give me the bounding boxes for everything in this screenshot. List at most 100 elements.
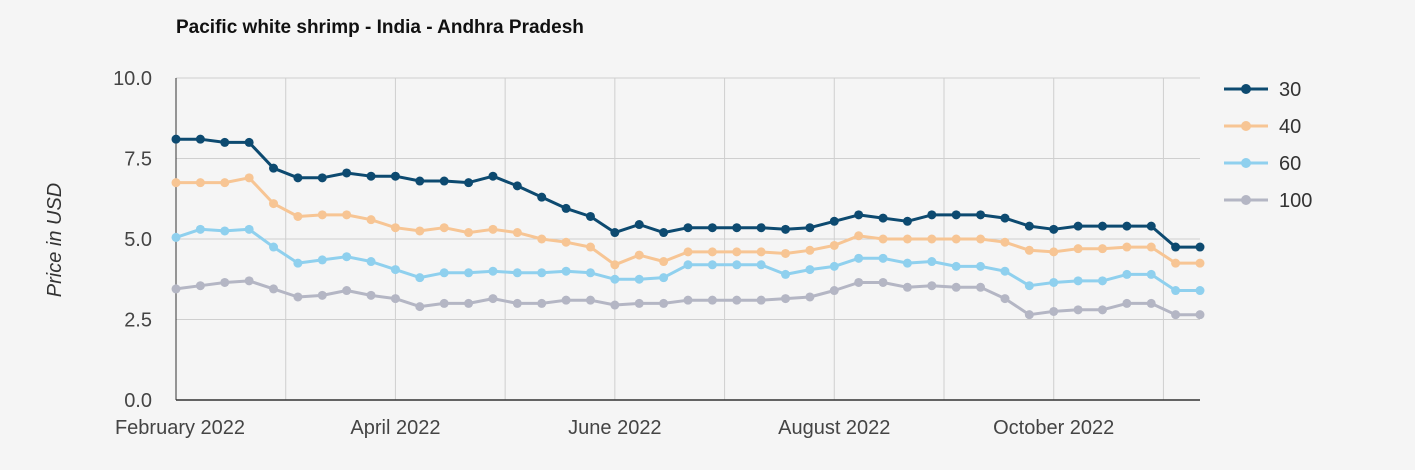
data-point-100[interactable] [1073,305,1083,315]
data-point-60[interactable] [220,226,230,236]
data-point-40[interactable] [1024,245,1034,255]
data-point-40[interactable] [220,178,230,188]
data-point-100[interactable] [585,295,595,305]
data-point-30[interactable] [1000,213,1010,223]
legend-item-60[interactable]: 60 [1224,153,1301,175]
legend-item-100[interactable]: 100 [1224,190,1312,212]
data-point-100[interactable] [171,284,181,294]
data-point-40[interactable] [1000,237,1010,247]
data-point-30[interactable] [878,213,888,223]
data-point-30[interactable] [1171,242,1181,252]
data-point-100[interactable] [805,292,815,302]
data-point-30[interactable] [854,210,864,220]
data-point-60[interactable] [415,273,425,283]
data-point-60[interactable] [537,268,547,278]
data-point-60[interactable] [561,266,571,276]
data-point-40[interactable] [1097,244,1107,254]
data-point-30[interactable] [366,171,376,181]
data-point-40[interactable] [805,245,815,255]
data-point-30[interactable] [342,168,352,178]
data-point-100[interactable] [293,292,303,302]
data-point-60[interactable] [634,274,644,284]
data-point-100[interactable] [1146,298,1156,308]
data-point-40[interactable] [464,228,474,238]
data-point-40[interactable] [634,250,644,260]
data-point-40[interactable] [756,247,766,257]
data-point-100[interactable] [951,282,961,292]
data-point-30[interactable] [1146,221,1156,231]
data-point-40[interactable] [439,223,449,233]
data-point-100[interactable] [756,295,766,305]
data-point-60[interactable] [610,274,620,284]
data-point-40[interactable] [171,178,181,188]
data-point-60[interactable] [366,257,376,267]
data-point-60[interactable] [781,269,791,279]
data-point-60[interactable] [659,273,669,283]
data-point-40[interactable] [951,234,961,244]
data-point-40[interactable] [415,226,425,236]
data-point-60[interactable] [1024,281,1034,291]
data-point-60[interactable] [317,255,327,265]
data-point-40[interactable] [707,247,717,257]
data-point-30[interactable] [1097,221,1107,231]
data-point-40[interactable] [659,257,669,267]
data-point-60[interactable] [805,265,815,275]
data-point-60[interactable] [902,258,912,268]
data-point-30[interactable] [927,210,937,220]
data-point-60[interactable] [390,265,400,275]
data-point-30[interactable] [634,220,644,230]
data-point-30[interactable] [951,210,961,220]
data-point-100[interactable] [1195,310,1205,320]
data-point-100[interactable] [659,298,669,308]
data-point-100[interactable] [634,298,644,308]
data-point-100[interactable] [1171,310,1181,320]
data-point-100[interactable] [1122,298,1132,308]
data-point-60[interactable] [756,260,766,270]
data-point-40[interactable] [269,199,279,209]
data-point-30[interactable] [1122,221,1132,231]
data-point-30[interactable] [220,137,230,147]
data-point-40[interactable] [293,211,303,221]
data-point-30[interactable] [683,223,693,233]
data-point-40[interactable] [195,178,205,188]
data-point-40[interactable] [317,210,327,220]
data-point-60[interactable] [439,268,449,278]
data-point-40[interactable] [878,234,888,244]
data-point-100[interactable] [1000,294,1010,304]
data-point-40[interactable] [1122,242,1132,252]
data-point-30[interactable] [293,173,303,183]
data-point-30[interactable] [317,173,327,183]
data-point-30[interactable] [1195,242,1205,252]
data-point-100[interactable] [342,286,352,296]
data-point-60[interactable] [1097,276,1107,286]
data-point-30[interactable] [756,223,766,233]
data-point-100[interactable] [732,295,742,305]
data-point-30[interactable] [1024,221,1034,231]
data-point-30[interactable] [732,223,742,233]
data-point-30[interactable] [537,192,547,202]
data-point-40[interactable] [1171,258,1181,268]
data-point-100[interactable] [829,286,839,296]
data-point-40[interactable] [976,234,986,244]
data-point-60[interactable] [269,242,279,252]
legend-item-30[interactable]: 30 [1224,79,1301,101]
data-point-30[interactable] [195,134,205,144]
data-point-60[interactable] [854,253,864,263]
data-point-30[interactable] [659,228,669,238]
data-point-100[interactable] [195,281,205,291]
data-point-100[interactable] [415,302,425,312]
data-point-30[interactable] [488,171,498,181]
data-point-60[interactable] [488,266,498,276]
data-point-40[interactable] [610,260,620,270]
data-point-100[interactable] [854,277,864,287]
data-point-60[interactable] [1049,277,1059,287]
data-point-60[interactable] [976,261,986,271]
data-point-30[interactable] [269,163,279,173]
data-point-60[interactable] [707,260,717,270]
data-point-40[interactable] [829,240,839,250]
data-point-40[interactable] [902,234,912,244]
data-point-60[interactable] [244,224,254,234]
data-point-30[interactable] [1073,221,1083,231]
data-point-40[interactable] [561,237,571,247]
data-point-100[interactable] [464,298,474,308]
